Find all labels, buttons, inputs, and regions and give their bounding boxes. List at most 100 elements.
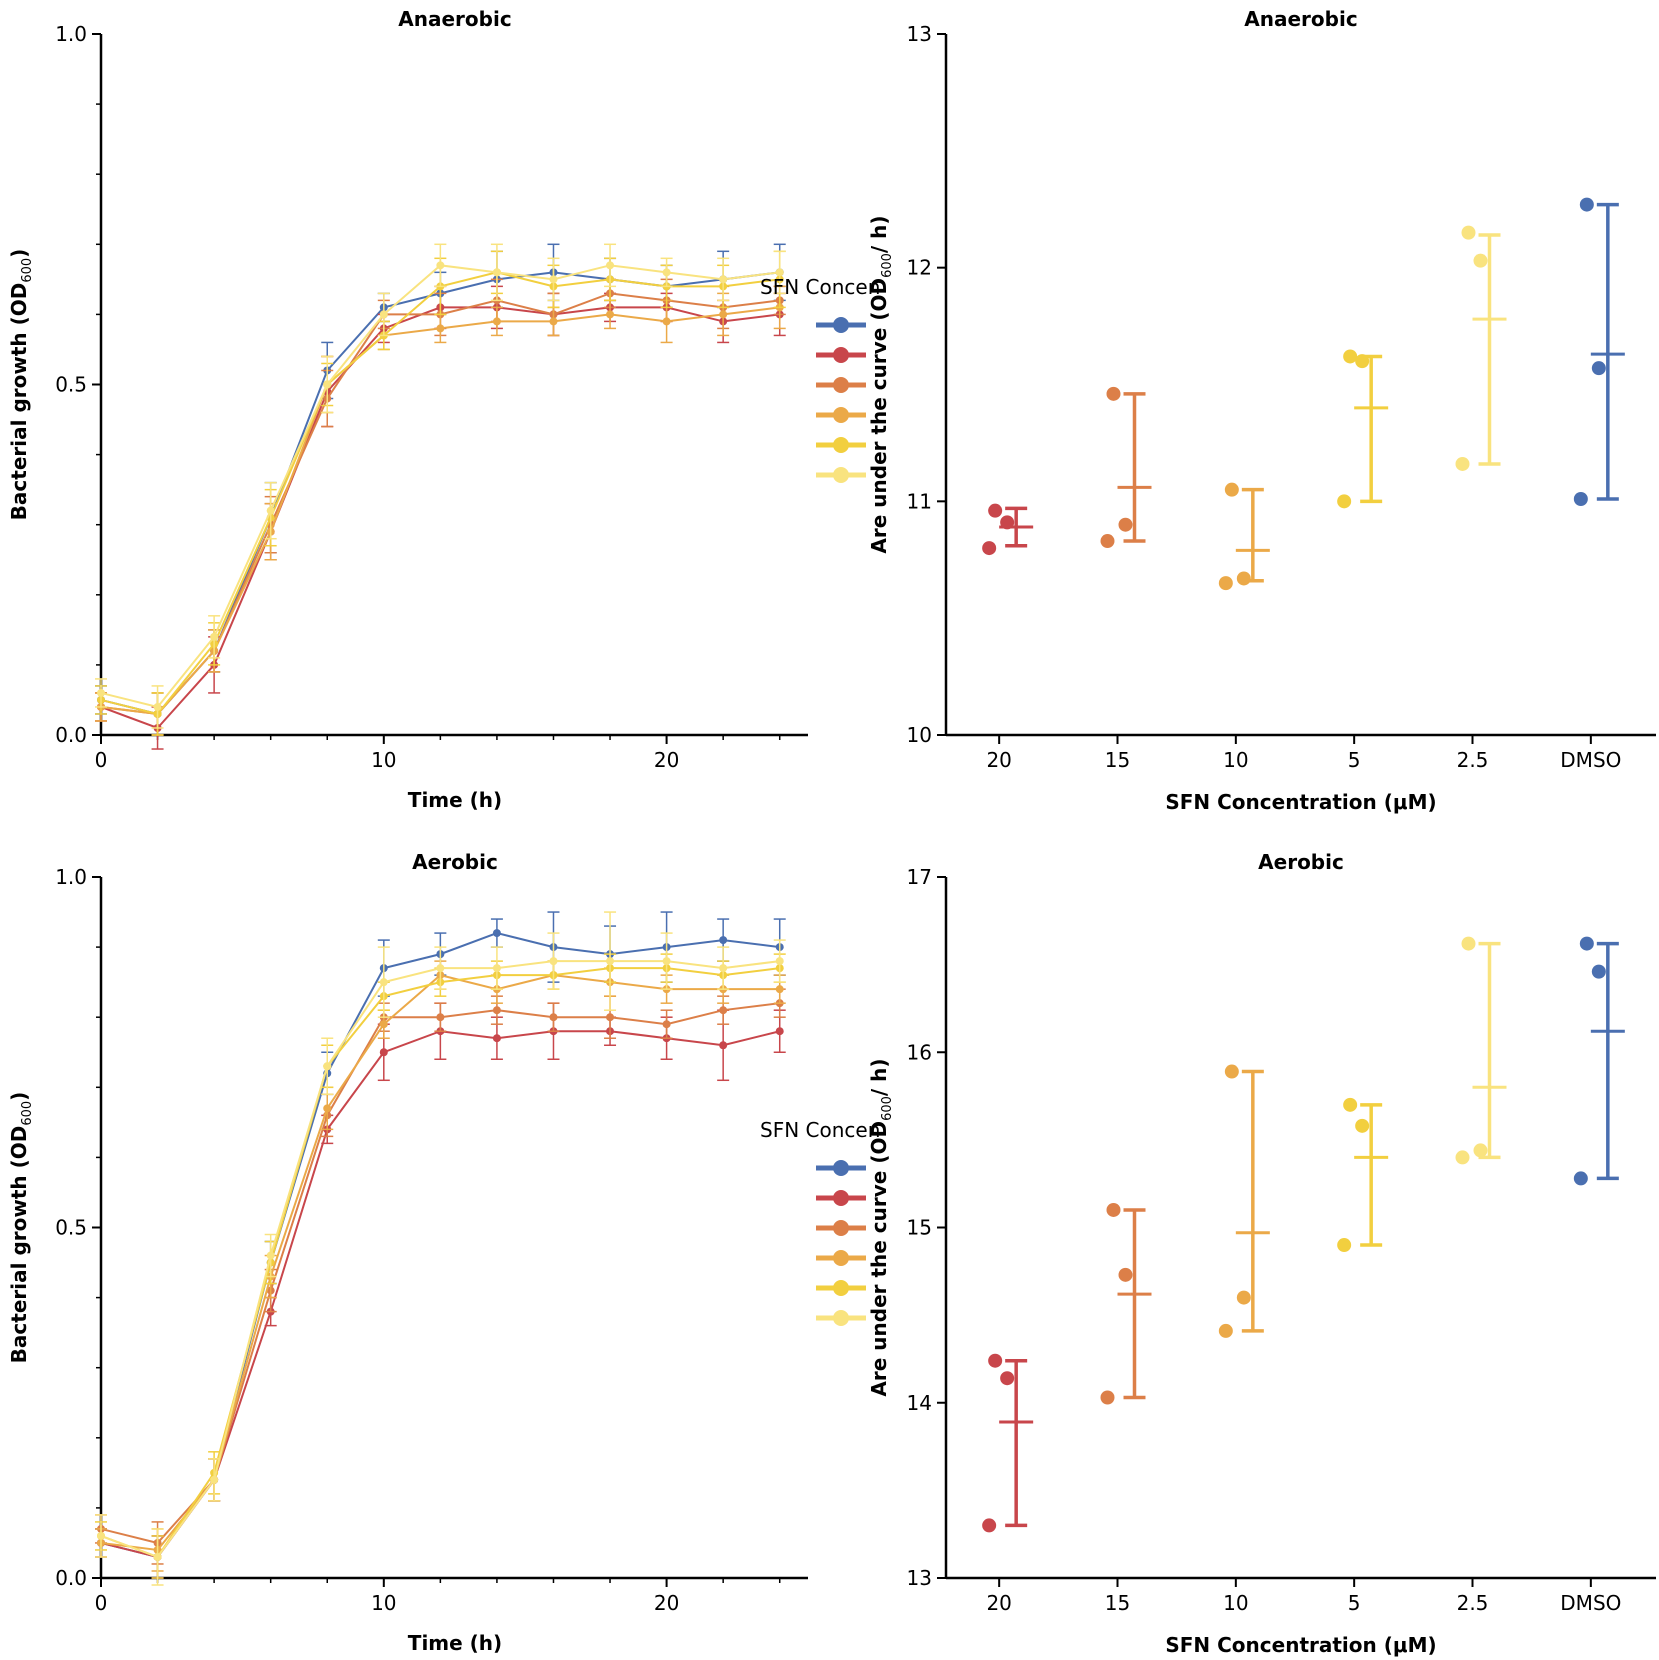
y-tick-label: 13	[907, 22, 932, 46]
group-15	[1100, 386, 1152, 549]
group-DMSO	[1573, 197, 1625, 506]
data-point	[436, 324, 445, 333]
group-DMSO	[1573, 936, 1625, 1186]
series-20	[95, 1002, 786, 1579]
group-20	[982, 503, 1034, 556]
data-point	[982, 541, 997, 556]
x-tick-label: 2.5	[1457, 748, 1489, 772]
series-2.5	[95, 911, 786, 1586]
data-point	[719, 275, 728, 284]
data-point	[662, 957, 671, 966]
data-point	[549, 957, 558, 966]
x-tick-label: DMSO	[1560, 1591, 1621, 1615]
data-point	[1224, 482, 1239, 497]
y-tick-label: 17	[907, 865, 932, 889]
data-point	[1579, 197, 1594, 212]
x-tick-label: 20	[654, 748, 679, 772]
data-point	[1100, 1390, 1115, 1405]
data-point	[492, 1034, 501, 1043]
legend-swatch-marker	[833, 1160, 849, 1176]
data-point	[210, 1475, 219, 1484]
data-point	[1118, 517, 1133, 532]
y-axis-label: Are under the curve (OD600/ h)	[867, 1058, 895, 1396]
chart-title: Anaerobic	[398, 7, 511, 31]
series-line	[100, 306, 780, 716]
data-point	[1218, 576, 1233, 591]
data-point	[436, 964, 445, 973]
y-tick-label: 16	[907, 1040, 932, 1064]
data-point	[1118, 1267, 1133, 1282]
data-point	[97, 1531, 105, 1540]
series-2.5	[95, 243, 786, 729]
data-point	[1355, 1118, 1370, 1133]
data-point	[1473, 253, 1488, 268]
group-2.5	[1455, 225, 1507, 471]
legend-swatch-marker	[833, 1190, 849, 1206]
x-tick-label: 0	[95, 748, 108, 772]
x-tick-label: 20	[986, 1591, 1011, 1615]
legend-swatch-marker	[833, 347, 849, 363]
x-tick-label: 20	[654, 1591, 679, 1615]
series-20	[95, 285, 786, 750]
data-point	[1236, 1290, 1251, 1305]
x-tick-label: 15	[1105, 748, 1130, 772]
x-axis-label: SFN Concentration (μM)	[1165, 1633, 1436, 1657]
group-5	[1337, 1097, 1389, 1253]
data-point	[1000, 1371, 1015, 1386]
legend-swatch-marker	[833, 1250, 849, 1266]
data-point	[379, 310, 388, 319]
data-point	[1455, 1150, 1470, 1165]
y-tick-label: 11	[907, 489, 932, 513]
legend-swatch-marker	[833, 1280, 849, 1296]
y-axis-label-end: / h)	[867, 215, 891, 253]
legend-swatch-marker	[833, 467, 849, 483]
x-tick-label: 10	[1223, 1591, 1248, 1615]
y-tick-label: 14	[907, 1391, 932, 1415]
y-axis-label-subscript: 600	[880, 1096, 895, 1121]
group-20	[982, 1353, 1034, 1533]
legend-title: SFN Concen	[760, 275, 880, 299]
legend-swatch-marker	[833, 407, 849, 423]
x-tick-label: 2.5	[1457, 1591, 1489, 1615]
data-point	[1343, 349, 1358, 364]
y-tick-label: 1.0	[55, 22, 87, 46]
data-point	[1473, 1143, 1488, 1158]
data-point	[210, 632, 219, 641]
x-tick-label: 15	[1105, 1591, 1130, 1615]
data-point	[492, 1006, 501, 1015]
legend-swatch-marker	[833, 1220, 849, 1236]
data-point	[1579, 936, 1594, 951]
y-axis-label-text: Are under the curve (OD	[867, 1121, 891, 1397]
data-point	[719, 1006, 728, 1015]
data-point	[988, 503, 1003, 518]
chart-title: Aerobic	[1258, 850, 1344, 874]
y-tick-label: 0.5	[55, 373, 87, 397]
data-point	[1591, 361, 1606, 376]
data-point	[549, 275, 558, 284]
data-point	[492, 929, 501, 938]
data-point	[153, 1552, 162, 1561]
x-tick-label: 5	[1348, 748, 1361, 772]
data-point	[662, 268, 671, 277]
series-line	[100, 1002, 780, 1545]
y-tick-label: 15	[907, 1216, 932, 1240]
y-tick-label: 0.0	[55, 1566, 87, 1590]
data-point	[1106, 386, 1121, 401]
y-axis-label-text: Are under the curve (OD	[867, 278, 891, 554]
data-point	[436, 1013, 445, 1022]
data-point	[323, 380, 332, 389]
x-tick-label: 20	[986, 748, 1011, 772]
y-tick-label: 1.0	[55, 865, 87, 889]
data-point	[1337, 1238, 1352, 1253]
data-point	[1591, 964, 1606, 979]
data-point	[1106, 1202, 1121, 1217]
data-point	[719, 964, 728, 973]
data-point	[719, 1041, 728, 1050]
x-tick-label: 5	[1348, 1591, 1361, 1615]
data-point	[266, 506, 275, 515]
series-line	[100, 974, 780, 1552]
y-tick-label: 10	[907, 723, 932, 747]
series-10	[95, 285, 786, 736]
data-point	[323, 1104, 332, 1113]
data-point	[775, 985, 784, 994]
